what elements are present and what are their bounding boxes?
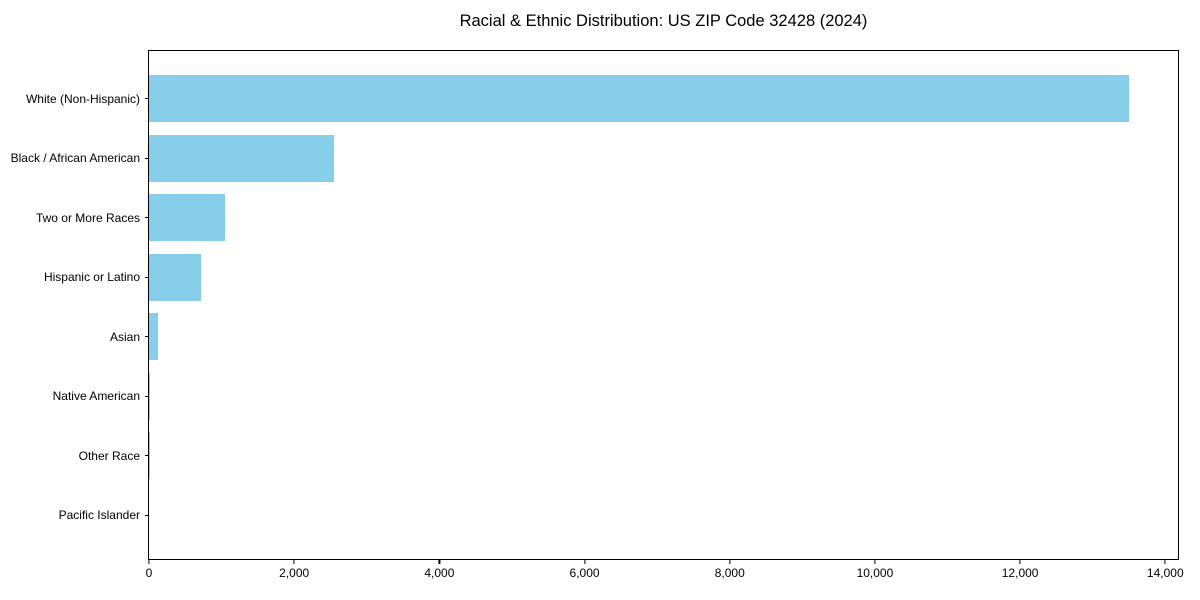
y-tick-mark: [144, 157, 149, 159]
y-tick-label: Two or More Races: [35, 210, 140, 225]
bar-row: White (Non-Hispanic): [26, 69, 1178, 129]
x-tick-label: 14,000: [1146, 566, 1184, 580]
y-tick-mark: [144, 514, 149, 516]
x-tick-label: 4,000: [424, 566, 455, 580]
bar: [149, 75, 1129, 123]
x-tick-mark: [874, 559, 876, 564]
x-tick-mark: [729, 559, 731, 564]
x-tick-mark: [1019, 559, 1021, 564]
bar: [149, 134, 335, 182]
y-tick-label: Black / African American: [10, 151, 140, 166]
chart-title: Racial & Ethnic Distribution: US ZIP Cod…: [459, 12, 868, 30]
y-tick-label: Other Race: [78, 448, 140, 463]
x-tick-mark: [148, 559, 150, 564]
y-tick-mark: [144, 98, 149, 100]
x-tick-label: 10,000: [856, 566, 894, 580]
bar: [149, 372, 151, 420]
plot-area: White (Non-Hispanic) Black / African Amer…: [11, 50, 1184, 580]
y-tick-mark: [144, 336, 149, 338]
y-tick-label: Pacific Islander: [58, 508, 140, 523]
x-tick-mark: [583, 559, 586, 564]
bar-row: Other Race: [79, 426, 1178, 486]
x-tick-label: 2,000: [279, 566, 310, 580]
bar-row: Two or More Races: [36, 188, 1178, 248]
bar: [149, 253, 202, 301]
y-tick-mark: [144, 455, 149, 457]
y-tick-label: Asian: [109, 329, 140, 344]
y-tick-mark: [144, 217, 149, 219]
x-tick-label: 12,000: [1001, 566, 1039, 580]
bar-row: Hispanic or Latino: [44, 248, 1178, 308]
bar-row: Black / African American: [11, 129, 1178, 189]
x-tick-label: 8,000: [714, 566, 745, 580]
x-tick-mark: [1164, 559, 1166, 564]
y-tick-label: Native American: [52, 389, 140, 404]
y-tick-label: White (Non-Hispanic): [25, 91, 140, 106]
bar-row: Asian: [110, 307, 1178, 367]
y-tick-label: Hispanic or Latino: [43, 270, 140, 285]
bars-container: White (Non-Hispanic) Black / African Amer…: [11, 51, 1178, 559]
x-tick-label: 6,000: [569, 566, 600, 580]
x-tick-mark: [293, 559, 295, 564]
bar: [149, 313, 159, 361]
bar-row: Pacific Islander: [59, 486, 1178, 546]
bar-row: Native American: [53, 367, 1178, 427]
x-tick-label: 0: [145, 566, 153, 580]
bar: [149, 194, 226, 242]
x-tick-mark: [438, 559, 440, 564]
y-tick-mark: [144, 395, 149, 397]
y-tick-mark: [144, 276, 149, 278]
bar: [149, 432, 150, 480]
